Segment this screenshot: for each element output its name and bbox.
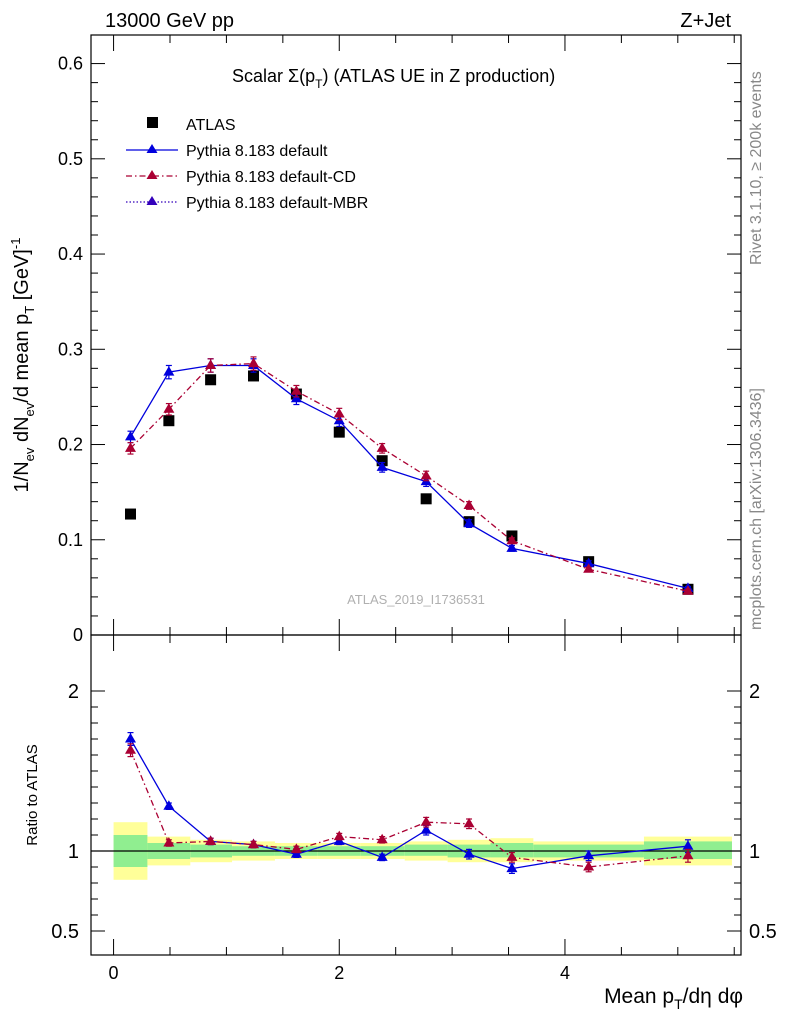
main-data-layer (124, 356, 694, 595)
main-marker-cd-2 (205, 359, 217, 369)
legend-mbr-marker (146, 196, 158, 205)
ratio-marker-default-1 (163, 800, 175, 810)
main-marker-cd-5 (333, 408, 345, 418)
atlas-point-0 (124, 508, 136, 520)
atlas-point-7 (420, 493, 432, 505)
legend-default-marker (146, 144, 158, 153)
main-marker-cd-9 (506, 534, 518, 545)
main-marker-cd-7 (420, 469, 432, 480)
ratio-line-default (129, 738, 689, 870)
x-tick-label: 4 (560, 963, 570, 983)
main-y-tick-label: 0.6 (58, 54, 83, 74)
main-y-tick-label: 0.4 (58, 244, 83, 264)
ratio-marker-cd-9 (506, 851, 518, 861)
main-marker-cd-6 (376, 442, 388, 452)
main-marker-default-1 (163, 366, 175, 376)
main-y-tick-label: 0.5 (58, 149, 83, 169)
atlas-point-2 (205, 374, 217, 386)
main-marker-cd-1 (163, 403, 175, 413)
ratio-band-green-9 (490, 843, 534, 858)
ratio-frame (90, 634, 742, 956)
analysis-watermark: ATLAS_2019_I1736531 (347, 592, 485, 607)
main-line-default (129, 364, 689, 589)
ratio-marker-default-9 (506, 862, 518, 873)
ratio-marker-cd-0 (124, 744, 136, 754)
ratio-y-tick-label-left: 1 (68, 841, 79, 863)
ratio-y-tick-label-left: 2 (68, 681, 79, 703)
ratio-marker-cd-5 (333, 830, 345, 841)
main-marker-cd-11 (682, 585, 694, 595)
header-left: 13000 GeV pp (105, 10, 234, 32)
rivet-label: Rivet 3.1.10, ≥ 200k events (748, 71, 765, 265)
main-marker-default-0 (124, 430, 136, 441)
main-line-cd (130, 362, 689, 592)
legend-mbr-label: Pythia 8.183 default-MBR (186, 195, 368, 212)
atlas-point-6 (376, 455, 388, 467)
main-marker-default-10 (583, 557, 595, 568)
ratio-data-layer (91, 731, 741, 875)
ratio-marker-default-6 (376, 851, 388, 861)
main-marker-cd-3 (248, 357, 259, 368)
x-tick-label: 2 (334, 963, 344, 983)
ratio-marker-default-10 (583, 849, 595, 860)
ratio-marker-cd-6 (376, 833, 388, 844)
atlas-point-3 (248, 370, 259, 382)
main-y-tick-label: 0.1 (58, 530, 83, 550)
ratio-marker-cd-10 (583, 861, 595, 871)
main-marker-cd-10 (583, 563, 595, 573)
ratio-marker-default-7 (420, 824, 432, 834)
ratio-y-tick-label-right: 2 (749, 681, 760, 703)
ratio-marker-default-8 (463, 848, 475, 858)
main-marker-default-9 (506, 542, 518, 552)
atlas-point-1 (163, 415, 175, 427)
legend: ATLAS Pythia 8.183 default Pythia 8.183 … (126, 117, 368, 212)
ratio-marker-cd-8 (463, 817, 475, 828)
main-y-tick-label: 0.2 (58, 435, 83, 455)
ratio-marker-cd-4 (290, 843, 302, 853)
legend-default-label: Pythia 8.183 default (186, 143, 328, 160)
ratio-y-tick-label-left: 0.5 (51, 921, 79, 943)
ratio-marker-cd-3 (248, 838, 259, 849)
ratio-marker-cd-7 (420, 816, 432, 826)
ratio-line-cd (129, 749, 689, 868)
header-right: Z+Jet (680, 10, 731, 32)
main-axes: 0 0.1 0.2 0.3 0.4 0.5 0.6 (58, 34, 742, 645)
ratio-y-tick-label-right: 0.5 (749, 921, 777, 943)
main-y-tick-label: 0 (73, 625, 83, 645)
main-marker-cd-0 (124, 442, 136, 452)
main-y-tick-label: 0.3 (58, 339, 83, 359)
ratio-y-axis-title: Ratio to ATLAS (24, 744, 41, 845)
ratio-marker-default-11 (682, 840, 694, 850)
ratio-marker-default-0 (124, 733, 136, 743)
main-marker-default-8 (463, 517, 475, 528)
ratio-marker-cd-1 (163, 837, 175, 847)
ratio-axes: 0 2 4 0.5 0.5 1 1 2 2 (51, 634, 777, 983)
main-marker-default-6 (376, 461, 388, 471)
x-tick-label: 0 (109, 963, 119, 983)
mcplots-label: mcplots.cern.ch [arXiv:1306.3436] (748, 388, 765, 630)
ratio-band-green-7 (404, 844, 448, 856)
ratio-marker-cd-2 (205, 835, 217, 845)
main-title: Scalar Σ(pT) (ATLAS UE in Z production) (232, 66, 555, 91)
legend-atlas-marker (147, 117, 158, 128)
x-axis-title: Mean pT/dη dφ (604, 985, 743, 1012)
ratio-marker-cd-11 (682, 849, 694, 860)
atlas-point-5 (333, 426, 345, 438)
ratio-y-tick-label-right: 1 (749, 841, 760, 863)
legend-cd-marker (146, 170, 158, 179)
main-y-axis-title: 1/Nev dNev/d mean pT [GeV]-1 (8, 238, 37, 493)
legend-atlas-label: ATLAS (186, 117, 236, 134)
main-marker-default-4 (290, 392, 302, 403)
legend-cd-label: Pythia 8.183 default-CD (186, 169, 356, 186)
main-marker-cd-8 (463, 499, 475, 509)
main-marker-cd-4 (290, 385, 302, 395)
